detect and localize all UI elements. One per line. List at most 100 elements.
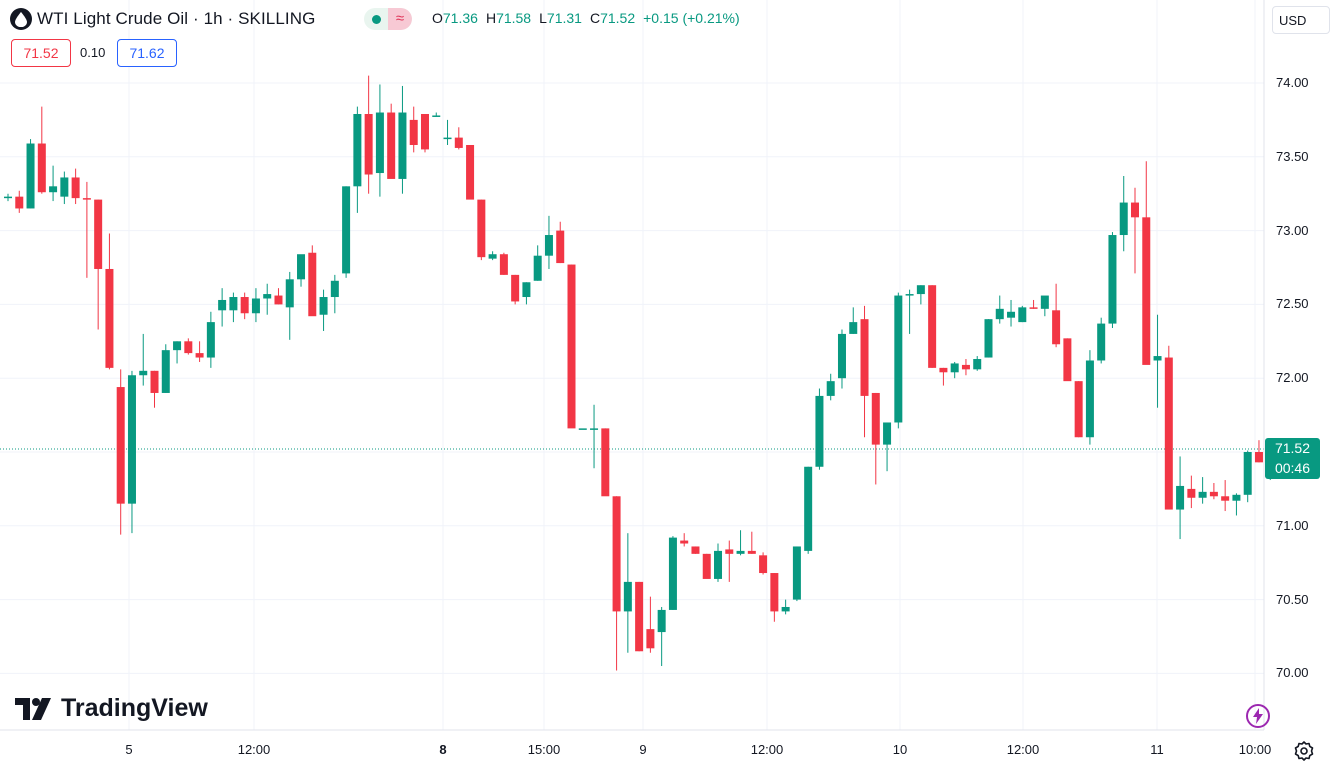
candle-body xyxy=(804,466,813,551)
candle xyxy=(1040,295,1049,317)
candle xyxy=(714,543,723,582)
candle-body xyxy=(601,428,610,497)
candle xyxy=(635,581,644,652)
gear-icon[interactable] xyxy=(1292,739,1316,763)
candle xyxy=(443,119,452,145)
candle-body xyxy=(398,112,407,179)
candle xyxy=(398,85,407,194)
candle-body xyxy=(285,279,294,308)
candle xyxy=(387,103,396,179)
buy-price-button[interactable]: 71.62 xyxy=(117,39,177,67)
candle xyxy=(1063,338,1072,382)
candle xyxy=(71,168,80,205)
candle xyxy=(995,295,1004,324)
ohlc-open: O71.36 xyxy=(432,10,478,26)
candle-body xyxy=(1209,491,1218,497)
candle xyxy=(725,540,734,582)
candle xyxy=(826,373,835,401)
candle-body xyxy=(26,143,35,209)
candle-body xyxy=(590,428,599,430)
candle xyxy=(837,329,846,389)
sell-price-button[interactable]: 71.52 xyxy=(11,39,71,67)
candle-body xyxy=(883,422,892,445)
candle-body xyxy=(950,363,959,373)
candle-body xyxy=(1164,357,1173,510)
candle xyxy=(680,533,689,547)
candle xyxy=(1164,345,1173,510)
time-tick-label: 10:00 xyxy=(1238,742,1272,757)
symbol-title[interactable]: WTI Light Crude Oil · 1h · SKILLING xyxy=(37,9,316,28)
candle-body xyxy=(4,196,12,199)
lightning-icon[interactable] xyxy=(1245,703,1271,729)
candle xyxy=(815,388,824,470)
candle-body xyxy=(668,537,677,610)
candle xyxy=(229,292,238,323)
candle xyxy=(409,106,418,153)
currency-selector[interactable]: USD xyxy=(1272,6,1330,34)
candle-body xyxy=(1040,295,1049,309)
candle-body xyxy=(420,113,429,150)
time-tick-label: 15:00 xyxy=(527,742,561,757)
candle xyxy=(195,341,204,362)
candle-body xyxy=(770,573,779,612)
candle xyxy=(1097,317,1106,364)
tradingview-wordmark: TradingView xyxy=(61,694,208,722)
candle-body xyxy=(127,375,136,504)
candle xyxy=(1018,305,1027,323)
candle xyxy=(454,127,463,150)
candle xyxy=(240,292,249,320)
candle xyxy=(567,264,576,429)
candle-body xyxy=(781,606,790,612)
candle-body xyxy=(961,364,970,370)
candle-body xyxy=(1232,494,1241,501)
candle xyxy=(285,271,294,340)
price-tick-label: 73.00 xyxy=(1276,222,1309,238)
candle-body xyxy=(612,496,621,612)
candle-body xyxy=(792,546,801,600)
candle xyxy=(364,75,373,194)
candle xyxy=(60,171,69,205)
market-status-pill[interactable]: ≈ xyxy=(364,8,412,30)
candle-body xyxy=(567,264,576,429)
candle xyxy=(905,289,914,334)
candle-body xyxy=(1198,491,1207,498)
candle xyxy=(939,367,948,386)
candle xyxy=(1232,493,1241,516)
tradingview-logo[interactable]: TradingView xyxy=(15,694,208,723)
candle xyxy=(657,606,666,667)
candle xyxy=(556,221,565,264)
candle-body xyxy=(229,297,238,311)
candle-body xyxy=(1187,488,1196,498)
symbol-header[interactable]: WTI Light Crude Oil · 1h · SKILLING xyxy=(10,6,315,32)
candle xyxy=(736,530,745,556)
candle xyxy=(950,361,959,379)
candle-body xyxy=(49,186,58,193)
candle xyxy=(1142,161,1151,365)
candle-body xyxy=(1176,485,1185,510)
time-tick-label: 5 xyxy=(125,742,133,757)
candle-body xyxy=(387,112,396,179)
candle xyxy=(139,333,148,386)
candle-body xyxy=(928,285,937,368)
candle xyxy=(804,466,813,554)
price-tick-label: 72.00 xyxy=(1276,370,1309,386)
candle xyxy=(984,319,993,358)
candle-body xyxy=(443,137,452,140)
candle xyxy=(668,536,677,610)
price-tick-label: 72.50 xyxy=(1276,296,1309,312)
bar-countdown: 00:46 xyxy=(1274,460,1311,477)
last-price-value: 71.52 xyxy=(1274,440,1311,457)
candle-body xyxy=(342,186,351,274)
candle-body xyxy=(319,297,328,315)
candle xyxy=(612,496,621,671)
candle xyxy=(759,552,768,575)
candle xyxy=(522,282,531,305)
time-tick-label: 11 xyxy=(1150,742,1164,757)
candle-body xyxy=(578,428,587,430)
candle xyxy=(1085,350,1094,445)
candle-body xyxy=(657,609,666,633)
candle-body xyxy=(218,299,227,311)
candle-body xyxy=(251,298,260,314)
candle xyxy=(26,139,35,209)
